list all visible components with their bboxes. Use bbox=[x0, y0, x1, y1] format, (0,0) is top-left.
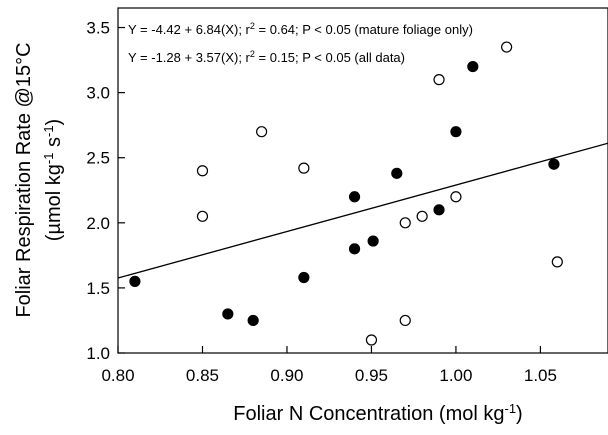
filled-data-point bbox=[222, 308, 234, 320]
filled-data-point bbox=[391, 167, 403, 179]
x-tick-label: 0.90 bbox=[270, 366, 303, 385]
open-data-point bbox=[298, 162, 310, 174]
open-data-point bbox=[196, 165, 209, 177]
filled-data-point bbox=[247, 314, 259, 327]
x-tick-label: 0.80 bbox=[101, 366, 134, 385]
data-points bbox=[129, 41, 563, 346]
filled-data-point bbox=[433, 204, 445, 216]
filled-data-point bbox=[298, 271, 310, 284]
y-tick-label: 3.0 bbox=[86, 84, 110, 103]
open-data-point bbox=[501, 41, 513, 53]
y-tick-label: 2.5 bbox=[86, 149, 110, 168]
x-tick-label: 0.85 bbox=[186, 366, 219, 385]
open-data-point bbox=[450, 191, 462, 203]
open-data-point bbox=[256, 126, 268, 138]
plot-frame bbox=[117, 7, 608, 354]
filled-data-point bbox=[348, 243, 361, 255]
open-data-point bbox=[365, 334, 378, 346]
x-tick-label: 0.95 bbox=[355, 366, 388, 385]
y-axis-title-line1: Foliar Respiration Rate @15°C bbox=[13, 42, 35, 317]
x-axis-title: Foliar N Concentration (mol kg-1) bbox=[233, 401, 522, 426]
filled-data-point bbox=[548, 158, 560, 170]
filled-data-point bbox=[129, 275, 141, 287]
annotation-all-data: Y = -1.28 + 3.57(X); r2 = 0.15; P < 0.05… bbox=[128, 49, 405, 65]
y-axis-title: Foliar Respiration Rate @15°C (µmol kg-1… bbox=[13, 42, 65, 317]
open-data-point bbox=[433, 74, 445, 86]
open-data-point bbox=[551, 256, 563, 268]
x-tick-label: 1.00 bbox=[439, 366, 472, 385]
regression-line bbox=[117, 142, 608, 279]
y-tick-label: 3.5 bbox=[86, 19, 110, 38]
x-tick-label: 1.05 bbox=[524, 366, 557, 385]
open-data-point bbox=[416, 210, 428, 222]
y-tick-label: 1.0 bbox=[86, 344, 110, 363]
y-tick-label: 2.0 bbox=[86, 214, 110, 233]
filled-data-point bbox=[450, 126, 462, 138]
axis-ticks: 0.80 0.85 0.90 0.95 1.00 1.05 1.0 1.5 2.0 2.5 3.0 3… bbox=[86, 19, 557, 385]
regression-line-layer bbox=[117, 142, 608, 279]
open-data-point bbox=[399, 314, 411, 327]
filled-data-point bbox=[348, 191, 361, 203]
filled-data-point bbox=[367, 235, 379, 247]
y-axis-title-line2: (µmol kg-1 s-1) bbox=[41, 119, 66, 241]
open-data-point bbox=[399, 217, 411, 229]
y-tick-label: 1.5 bbox=[86, 279, 110, 298]
filled-data-point bbox=[467, 60, 479, 73]
annotation-mature: Y = -4.42 + 6.84(X); r2 = 0.64; P < 0.05… bbox=[128, 21, 473, 37]
open-data-point bbox=[196, 210, 209, 222]
